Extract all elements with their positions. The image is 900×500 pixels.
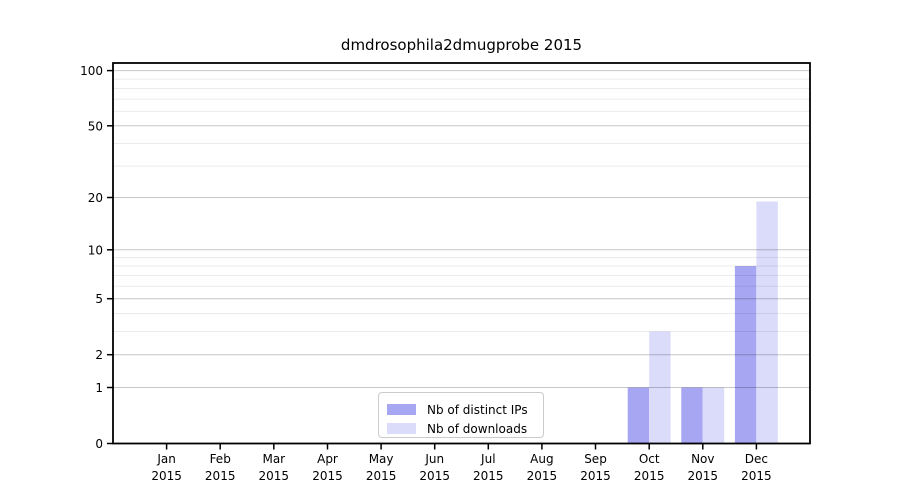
x-tick-label-year: 2015 [312,469,343,483]
x-tick-label-year: 2015 [688,469,719,483]
bar [702,387,725,444]
y-tick-label: 1 [95,381,103,395]
x-tick-label-month: Nov [691,452,714,466]
x-tick-label-month: Feb [210,452,231,466]
x-tick-label-month: May [369,452,394,466]
x-tick-label-year: 2015 [151,469,182,483]
x-tick-label-year: 2015 [634,469,665,483]
y-tick-label: 100 [80,64,103,78]
legend-swatch-downloads [387,423,416,434]
x-tick-label-month: Oct [639,452,660,466]
x-tick-label-month: Jun [424,452,444,466]
bar [734,266,757,444]
x-tick-label-month: Jul [480,452,495,466]
x-tick-label-year: 2015 [741,469,772,483]
y-tick-label: 2 [95,348,103,362]
legend-item-distinct-ips: Nb of distinct IPs [387,400,537,419]
x-tick-label-month: Dec [745,452,768,466]
y-tick-label: 5 [95,292,103,306]
x-tick-label-month: Apr [317,452,338,466]
bar [681,387,703,444]
y-tick-label: 0 [95,437,103,451]
chart-title: dmdrosophila2dmugprobe 2015 [340,36,583,54]
x-tick-label-year: 2015 [473,469,504,483]
plot-border [112,62,811,445]
x-tick-label-month: Sep [584,452,607,466]
x-tick-label-month: Mar [262,452,285,466]
legend-label-downloads: Nb of downloads [427,421,528,436]
legend-item-downloads: Nb of downloads [387,419,537,438]
bar [627,387,650,444]
x-tick-label-year: 2015 [259,469,290,483]
x-tick-label-year: 2015 [205,469,236,483]
y-tick-label: 20 [88,191,103,205]
legend-label-distinct-ips: Nb of distinct IPs [427,402,528,417]
bar [649,331,671,444]
x-tick-label-year: 2015 [366,469,397,483]
legend: Nb of distinct IPs Nb of downloads [378,392,544,438]
x-tick-label-month: Jan [156,452,176,466]
bar [756,201,778,444]
x-tick-label-year: 2015 [580,469,611,483]
y-tick-label: 50 [88,119,103,133]
y-tick-label: 10 [88,243,103,257]
x-tick-label-year: 2015 [419,469,450,483]
legend-swatch-distinct-ips [387,404,416,415]
x-tick-label-month: Aug [530,452,553,466]
x-tick-label-year: 2015 [527,469,558,483]
